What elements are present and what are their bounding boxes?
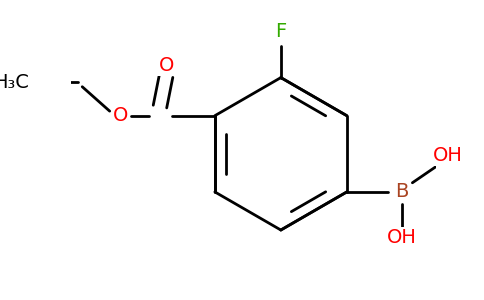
Text: F: F: [275, 22, 287, 41]
Text: H₃C: H₃C: [0, 73, 29, 92]
Text: B: B: [395, 182, 408, 201]
Text: OH: OH: [433, 146, 462, 165]
Text: O: O: [158, 56, 174, 75]
Text: OH: OH: [387, 228, 417, 247]
Text: O: O: [113, 106, 128, 125]
